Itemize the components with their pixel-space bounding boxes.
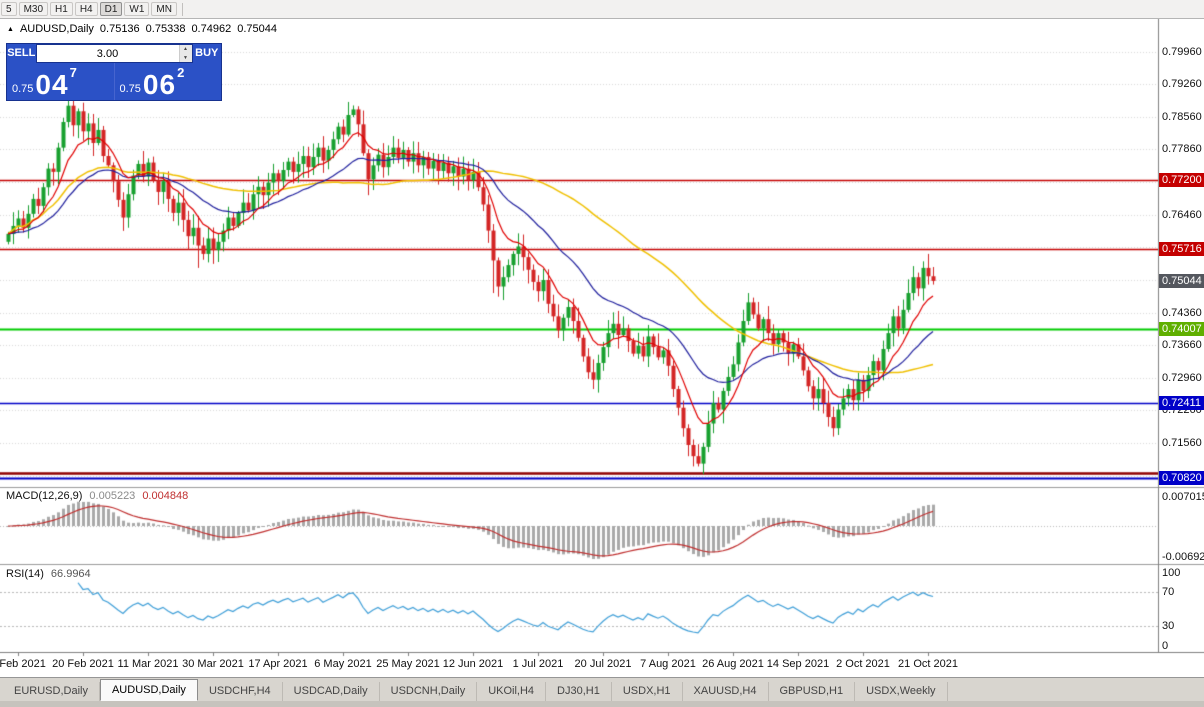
ohlc-high: 0.75338 (145, 23, 186, 35)
tab-gbpusd-h1[interactable]: GBPUSD,H1 (769, 682, 856, 701)
sell-price-pips: 04 (35, 69, 69, 100)
sell-price-prefix: 0.75 (12, 83, 34, 95)
tab-audusd-daily[interactable]: AUDUSD,Daily (99, 679, 198, 701)
date-axis-label: 11 Mar 2021 (117, 658, 179, 670)
sell-price-point: 7 (69, 65, 77, 80)
timeframe-toolbar: 5 M30 H1 H4 D1 W1 MN (0, 0, 1204, 19)
chart-ohlc-readout: ▲ AUDUSD,Daily 0.75136 0.75338 0.74962 0… (7, 23, 277, 35)
date-axis-label: 14 Sep 2021 (766, 658, 830, 670)
date-axis-label: 30 Mar 2021 (182, 658, 244, 670)
rsi-value: 66.9964 (50, 568, 91, 580)
date-axis-label: 12 Jun 2021 (442, 658, 504, 670)
symbol-marker-icon: ▲ (7, 25, 14, 33)
price-axis-label: 0.78560 (1162, 110, 1202, 123)
tf-button-m30[interactable]: M30 (18, 2, 49, 16)
volume-box: ▲ ▼ (35, 44, 193, 63)
tab-usdchf-h4[interactable]: USDCHF,H4 (198, 682, 283, 701)
price-badge-0.75044: 0.75044 (1159, 273, 1204, 288)
date-axis-label: 20 Jul 2021 (574, 658, 632, 670)
rsi-axis-label-0: 0 (1162, 640, 1169, 652)
rsi-indicator-header: RSI(14) 66.9964 (6, 568, 91, 580)
date-axis-label: 26 Aug 2021 (702, 658, 764, 670)
macd-title: MACD(12,26,9) (6, 490, 83, 502)
price-axis-label: 0.71560 (1162, 437, 1202, 450)
price-axis-label: 0.76460 (1162, 208, 1202, 221)
buy-price-point: 2 (177, 65, 185, 80)
tab-usdx-h1[interactable]: USDX,H1 (612, 682, 683, 701)
price-badge-0.75716: 0.75716 (1159, 242, 1204, 257)
sell-price[interactable]: 0.75 04 7 (7, 63, 114, 100)
price-axis-label: 0.74360 (1162, 306, 1202, 319)
date-axis-label: 25 May 2021 (376, 658, 440, 670)
tf-button-mn[interactable]: MN (151, 2, 177, 16)
chart-tab-bar: EURUSD,Daily AUDUSD,Daily USDCHF,H4 USDCAD,… (0, 677, 1204, 701)
tab-usdcad-daily[interactable]: USDCAD,Daily (283, 682, 380, 701)
rsi-axis-label-100: 100 (1162, 567, 1181, 579)
tf-button-5[interactable]: 5 (1, 2, 17, 16)
macd-value-main: 0.005223 (89, 490, 136, 502)
date-axis-label: 20 Feb 2021 (52, 658, 114, 670)
rsi-axis-label-30: 30 (1162, 620, 1175, 633)
status-strip (0, 701, 1204, 707)
tab-usdx-weekly[interactable]: USDX,Weekly (855, 682, 948, 701)
price-axis-label: 0.79960 (1162, 45, 1202, 58)
sell-button[interactable]: SELL (7, 47, 36, 59)
tf-button-w1[interactable]: W1 (124, 2, 150, 16)
tab-ukoil-h4[interactable]: UKOil,H4 (477, 682, 547, 701)
price-chart-canvas[interactable] (0, 0, 1204, 676)
date-axis-label: 21 Oct 2021 (898, 658, 958, 670)
ohlc-close: 0.75044 (237, 23, 277, 35)
date-axis-label: 2 Oct 2021 (836, 658, 890, 670)
macd-value-signal: 0.004848 (142, 490, 189, 502)
buy-price[interactable]: 0.75 06 2 (113, 63, 222, 100)
buy-price-pips: 06 (142, 69, 177, 100)
tab-eurusd-daily[interactable]: EURUSD,Daily (3, 682, 100, 701)
price-badge-0.70820: 0.70820 (1159, 470, 1204, 485)
ohlc-open: 0.75136 (99, 23, 140, 35)
tab-xauusd-h4[interactable]: XAUUSD,H4 (683, 682, 769, 701)
date-axis-label: 1 Jul 2021 (512, 658, 564, 670)
volume-spinner: ▲ ▼ (178, 45, 192, 62)
volume-input[interactable] (36, 45, 179, 62)
date-axis-label: 7 Aug 2021 (640, 658, 696, 670)
volume-down-icon[interactable]: ▼ (179, 53, 192, 62)
price-axis: 0.79960 0.79260 0.78560 0.77860 0.76460 0.743… (1159, 0, 1204, 676)
date-axis-label: 17 Apr 2021 (248, 658, 308, 670)
tf-button-h4[interactable]: H4 (74, 2, 98, 16)
tf-button-h1[interactable]: H1 (50, 2, 73, 16)
buy-price-prefix: 0.75 (119, 83, 141, 95)
macd-axis-min-label: -0.0069255 (1162, 551, 1204, 563)
price-axis-label: 0.77860 (1162, 143, 1202, 156)
price-axis-label: 0.79260 (1162, 78, 1202, 91)
date-axis-label: 6 May 2021 (314, 658, 372, 670)
price-badge-0.77200: 0.77200 (1159, 173, 1204, 188)
toolbar-separator (181, 2, 183, 16)
price-axis-label: 0.73660 (1162, 339, 1202, 352)
price-axis-label: 0.72960 (1162, 371, 1202, 384)
price-badge-0.72411: 0.72411 (1159, 396, 1204, 411)
rsi-title: RSI(14) (6, 568, 44, 580)
price-badge-0.74007: 0.74007 (1159, 322, 1204, 337)
ohlc-low: 0.74962 (191, 23, 232, 35)
date-axis-label: 2 Feb 2021 (0, 658, 46, 670)
buy-button[interactable]: BUY (195, 47, 219, 59)
tab-usdcnh-daily[interactable]: USDCNH,Daily (380, 682, 478, 701)
rsi-axis-label-70: 70 (1162, 585, 1175, 598)
tf-button-d1[interactable]: D1 (99, 2, 123, 16)
macd-indicator-header: MACD(12,26,9) 0.005223 0.004848 (6, 490, 188, 502)
symbol-period-label: AUDUSD,Daily (19, 23, 94, 35)
volume-up-icon[interactable]: ▲ (179, 45, 192, 54)
macd-axis-max-label: 0.0070155 (1162, 491, 1204, 503)
one-click-trading-panel: SELL ▲ ▼ BUY 0.75 04 7 0.75 06 2 (6, 43, 222, 101)
tab-dj30-h1[interactable]: DJ30,H1 (546, 682, 612, 701)
